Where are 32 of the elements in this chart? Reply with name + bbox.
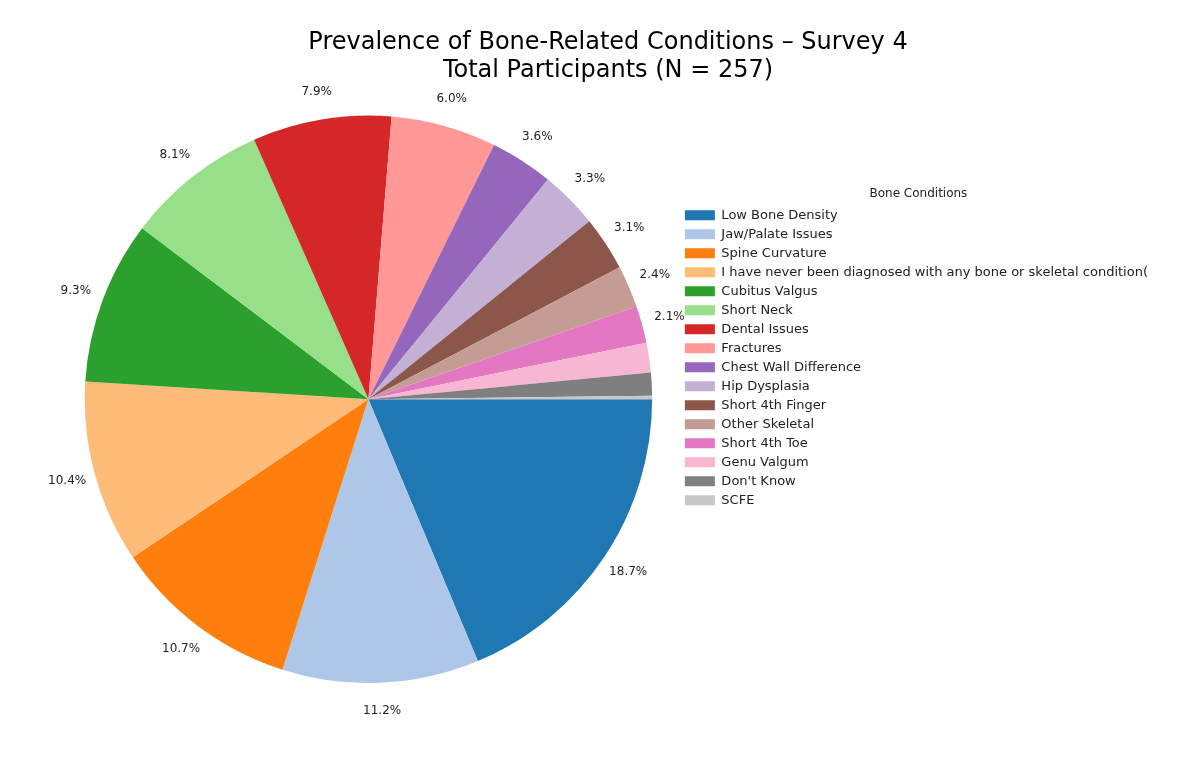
- data-label: 10.7%: [162, 640, 201, 655]
- legend-label: Short Neck: [721, 301, 794, 317]
- legend-label: Hip Dysplasia: [721, 377, 810, 393]
- legend-label: Low Bone Density: [721, 206, 839, 222]
- data-label: 3.3%: [574, 171, 606, 186]
- chart-title: Prevalence of Bone-Related Conditions – Survey 4: [308, 26, 908, 55]
- legend-label: SCFE: [721, 491, 755, 507]
- legend-label: Dental Issues: [721, 320, 810, 336]
- data-label: 10.4%: [48, 472, 87, 487]
- data-label: 11.2%: [363, 703, 402, 718]
- legend-label: Genu Valgum: [721, 453, 809, 469]
- data-label: 9.3%: [60, 282, 92, 297]
- data-label: 2.4%: [639, 267, 671, 282]
- data-label: 18.7%: [609, 564, 648, 579]
- legend-title: Bone Conditions: [869, 186, 968, 201]
- data-label: 3.1%: [614, 220, 645, 235]
- chart-subtitle: Total Participants (N = 257): [441, 55, 774, 84]
- legend-label: Spine Curvature: [721, 244, 827, 260]
- legend-label: Short 4th Finger: [721, 396, 827, 412]
- legend-label: Fractures: [721, 339, 782, 355]
- legend-label: Jaw/Palate Issues: [720, 225, 833, 241]
- legend-label: Cubitus Valgus: [721, 282, 818, 298]
- legend-label: Don't Know: [721, 472, 797, 488]
- legend-label: Other Skeletal: [721, 415, 815, 431]
- data-label: 3.6%: [522, 128, 553, 143]
- data-label: 2.1%: [654, 309, 685, 324]
- legend-label: Chest Wall Difference: [721, 358, 862, 374]
- data-label: 7.9%: [301, 83, 332, 98]
- legend-label: I have never been diagnosed with any bone or skeletal condition(: [721, 263, 1149, 279]
- data-label: 6.0%: [436, 90, 467, 105]
- legend-label: Short 4th Toe: [721, 434, 808, 450]
- data-label: 8.1%: [159, 146, 191, 161]
